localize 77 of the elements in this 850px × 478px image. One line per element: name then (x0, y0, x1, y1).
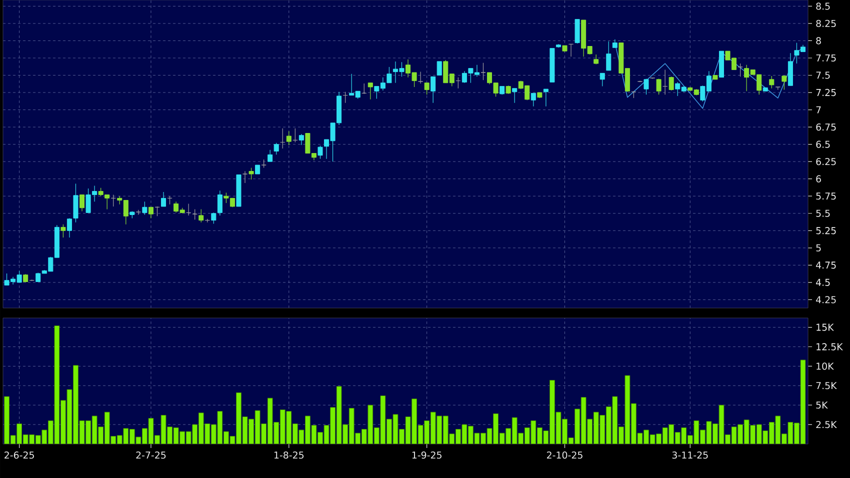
candlestick (644, 78, 649, 95)
x-tick-label: 2-10-25 (546, 451, 582, 459)
y-tick-label: 4.5 (816, 278, 830, 286)
y-tick-label: 5 (816, 244, 821, 252)
candlestick (436, 61, 442, 76)
candlestick (430, 76, 436, 104)
candlestick (512, 88, 518, 104)
candlestick (480, 62, 486, 80)
candlestick (248, 168, 254, 180)
y-tick-label: 5.75 (816, 192, 836, 200)
candlestick (668, 76, 674, 91)
candlestick (73, 183, 78, 223)
x-tick-label: 1-9-25 (412, 451, 442, 459)
candlestick (362, 83, 367, 94)
candlestick (142, 201, 148, 216)
y-tick-label: 7.5K (816, 382, 837, 390)
candlestick (656, 78, 662, 95)
candlestick (782, 76, 787, 90)
candlestick (154, 206, 160, 216)
x-tick-label: 3-11-25 (672, 451, 708, 459)
candlestick (198, 208, 204, 223)
y-tick-label: 4.25 (816, 296, 836, 304)
candlestick (530, 92, 536, 107)
y-tick-label: 8.5 (816, 2, 830, 10)
y-tick-label: 2.5K (816, 420, 837, 428)
candlestick (268, 150, 273, 162)
candlestick (543, 88, 548, 107)
candlestick (280, 128, 286, 149)
y-tick-label: 10K (816, 362, 834, 370)
candlestick (418, 72, 424, 84)
candlestick (292, 128, 298, 143)
candlestick (318, 145, 323, 160)
y-tick-label: 6.5 (816, 140, 830, 148)
y-tick-label: 7.25 (816, 88, 836, 96)
y-tick-label: 6.25 (816, 158, 836, 166)
x-tick-label: 2-7-25 (136, 451, 166, 459)
candlestick (217, 190, 222, 216)
candlestick (211, 212, 216, 224)
candlestick (286, 130, 292, 146)
y-tick-label: 5K (816, 402, 828, 409)
candlestick (136, 210, 141, 216)
y-tick-label: 5.5 (816, 210, 830, 217)
candlestick (342, 92, 348, 104)
candlestick (456, 77, 461, 89)
candlestick (186, 203, 192, 216)
candlestick (574, 19, 580, 44)
candlestick (242, 170, 248, 184)
y-tick-label: 5.25 (816, 227, 836, 234)
y-tick-label: 7.75 (816, 54, 836, 62)
candlestick (568, 44, 574, 57)
y-tick-label: 6.75 (816, 123, 836, 131)
y-tick-label: 7.5 (816, 72, 830, 79)
y-tick-label: 15K (816, 324, 834, 331)
y-tick-label: 6 (816, 175, 821, 182)
y-tick-label: 12.5K (816, 343, 844, 350)
candlestick (66, 218, 72, 238)
y-tick-label: 8 (816, 37, 821, 44)
candlestick (110, 194, 116, 207)
candlestick (738, 63, 743, 77)
candlestick (274, 142, 279, 155)
candlestick (769, 76, 774, 89)
candlestick (662, 69, 668, 95)
candlestick (192, 208, 198, 220)
x-tick-label: 2-6-25 (4, 451, 34, 459)
candlestick (424, 82, 430, 95)
y-tick-label: 4.75 (816, 262, 836, 269)
candlestick (368, 82, 373, 100)
candlestick (298, 134, 304, 146)
candlestick (161, 192, 166, 207)
candlestick (600, 72, 605, 87)
candlestick (60, 224, 66, 238)
y-tick-label: 8.25 (816, 20, 836, 28)
candlestick (79, 194, 85, 212)
y-tick-label: 7 (816, 106, 821, 114)
candlestick (148, 206, 154, 219)
candlestick (606, 41, 612, 71)
x-tick-label: 1-8-25 (274, 451, 304, 459)
